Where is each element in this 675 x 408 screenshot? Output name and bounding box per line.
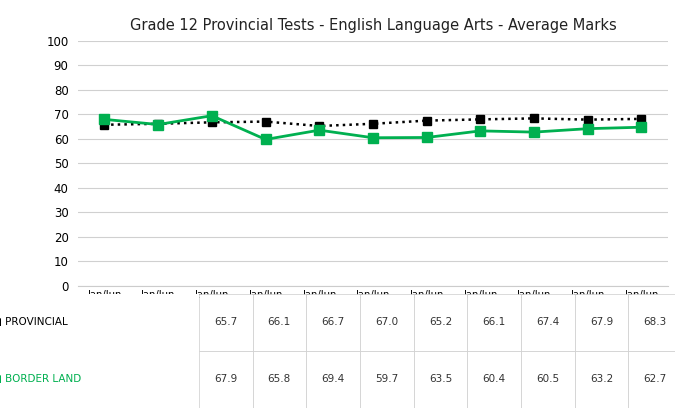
Title: Grade 12 Provincial Tests - English Language Arts - Average Marks: Grade 12 Provincial Tests - English Lang… — [130, 18, 616, 33]
